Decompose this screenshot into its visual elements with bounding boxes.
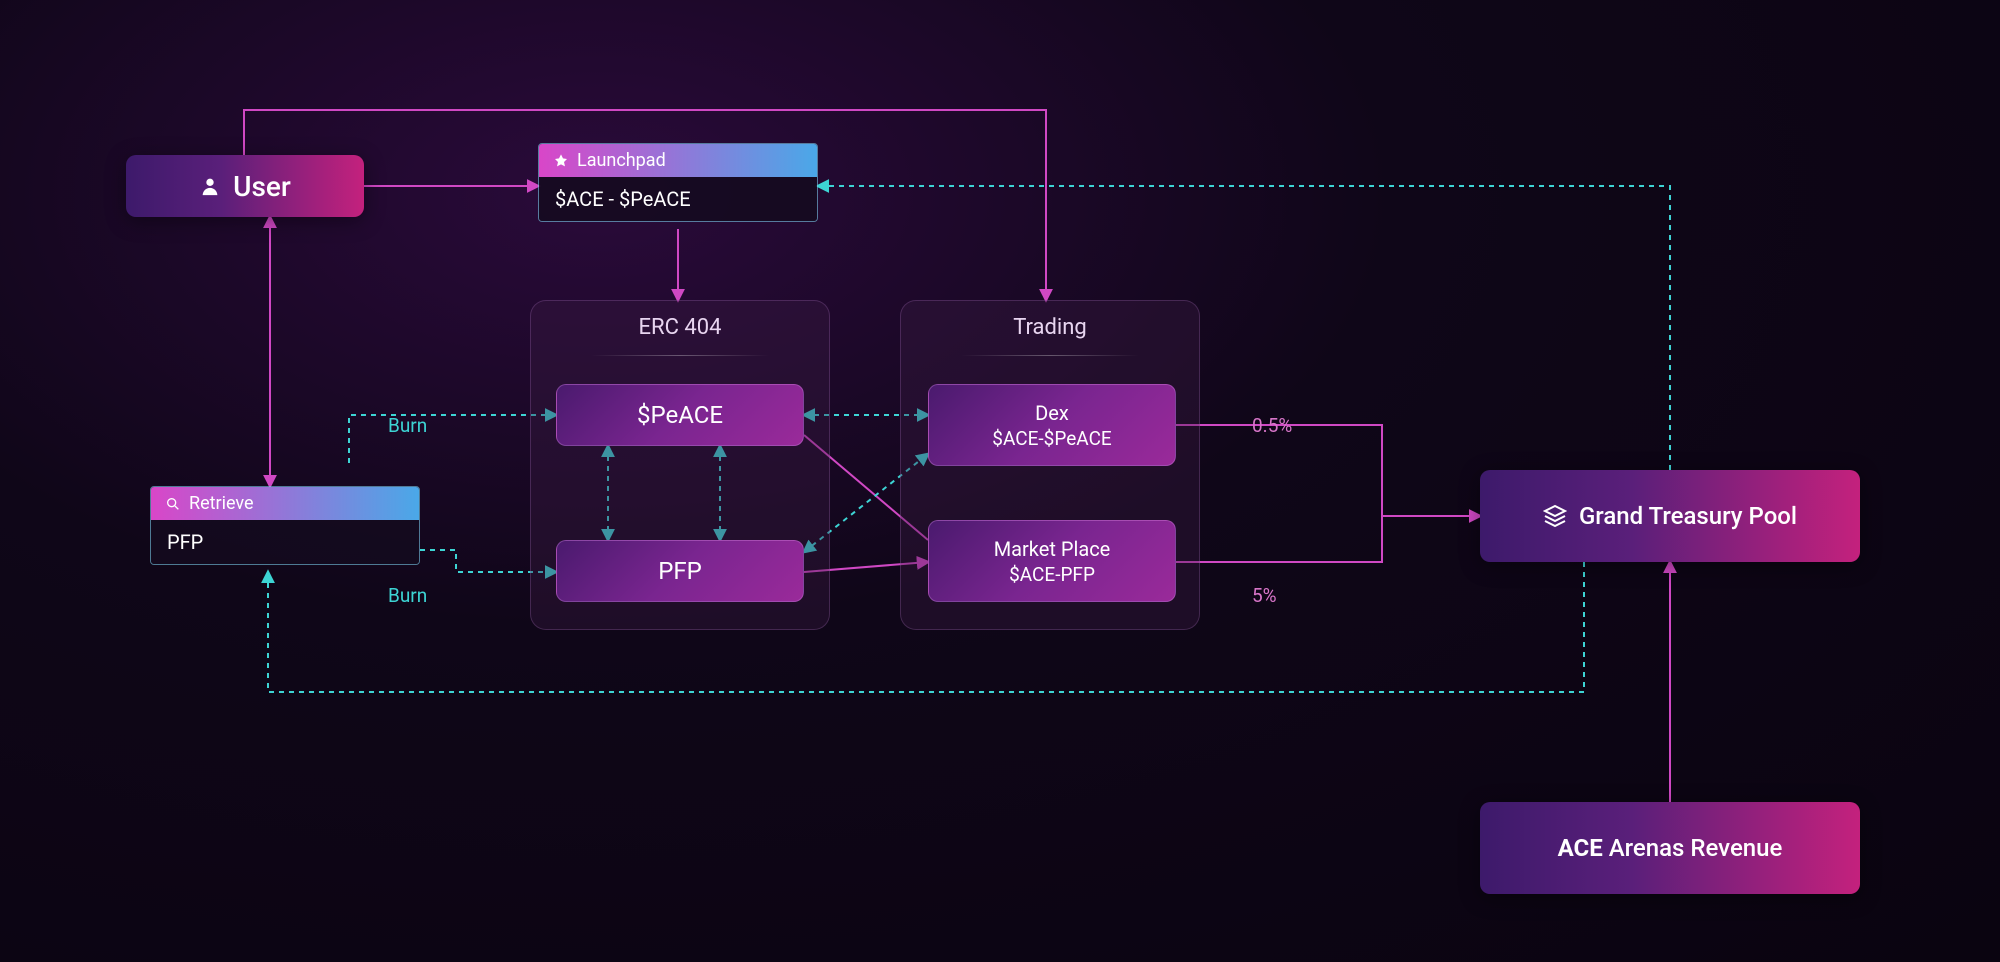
revenue-node: ACE Arenas Revenue: [1480, 802, 1860, 894]
layers-icon: [1543, 504, 1567, 528]
burn-label-1: Burn: [388, 414, 427, 437]
divider: [591, 355, 770, 356]
launchpad-node: Launchpad $ACE - $PeACE: [538, 143, 818, 222]
market-node: Market Place $ACE-PFP: [928, 520, 1176, 602]
treasury-node: Grand Treasury Pool: [1480, 470, 1860, 562]
pct-dex-label: 0.5%: [1252, 414, 1292, 437]
retrieve-body: PFP: [151, 520, 419, 564]
launchpad-header: Launchpad: [577, 150, 666, 171]
divider: [961, 355, 1140, 356]
trading-title: Trading: [901, 315, 1199, 340]
edge-market-to-treasury: [1176, 516, 1382, 562]
peace-label: $PeACE: [637, 401, 723, 429]
revenue-label: ACE Arenas Revenue: [1558, 834, 1783, 862]
dex-label1: Dex: [1035, 401, 1069, 425]
retrieve-node: Retrieve PFP: [150, 486, 420, 565]
peace-node: $PeACE: [556, 384, 804, 446]
pfp-label: PFP: [658, 557, 702, 585]
launchpad-body: $ACE - $PeACE: [539, 177, 817, 221]
market-label1: Market Place: [994, 537, 1111, 561]
edge-dex-to-treasury: [1176, 425, 1480, 516]
market-label2: $ACE-PFP: [1009, 563, 1095, 586]
erc404-title: ERC 404: [531, 315, 829, 340]
dex-node: Dex $ACE-$PeACE: [928, 384, 1176, 466]
user-label: User: [233, 170, 291, 203]
dex-label2: $ACE-$PeACE: [992, 427, 1111, 450]
treasury-label: Grand Treasury Pool: [1579, 502, 1797, 530]
edge-retrieve-burn1: [349, 415, 556, 463]
pct-market-label: 5%: [1252, 584, 1277, 607]
pfp-node: PFP: [556, 540, 804, 602]
user-icon: [199, 175, 221, 197]
retrieve-header: Retrieve: [189, 493, 254, 514]
user-node: User: [126, 155, 364, 217]
search-icon: [165, 496, 181, 512]
burn-label-2: Burn: [388, 584, 427, 607]
diagram-canvas: User Launchpad $ACE - $PeACE Retrieve PF…: [0, 0, 2000, 962]
rocket-icon: [553, 153, 569, 169]
